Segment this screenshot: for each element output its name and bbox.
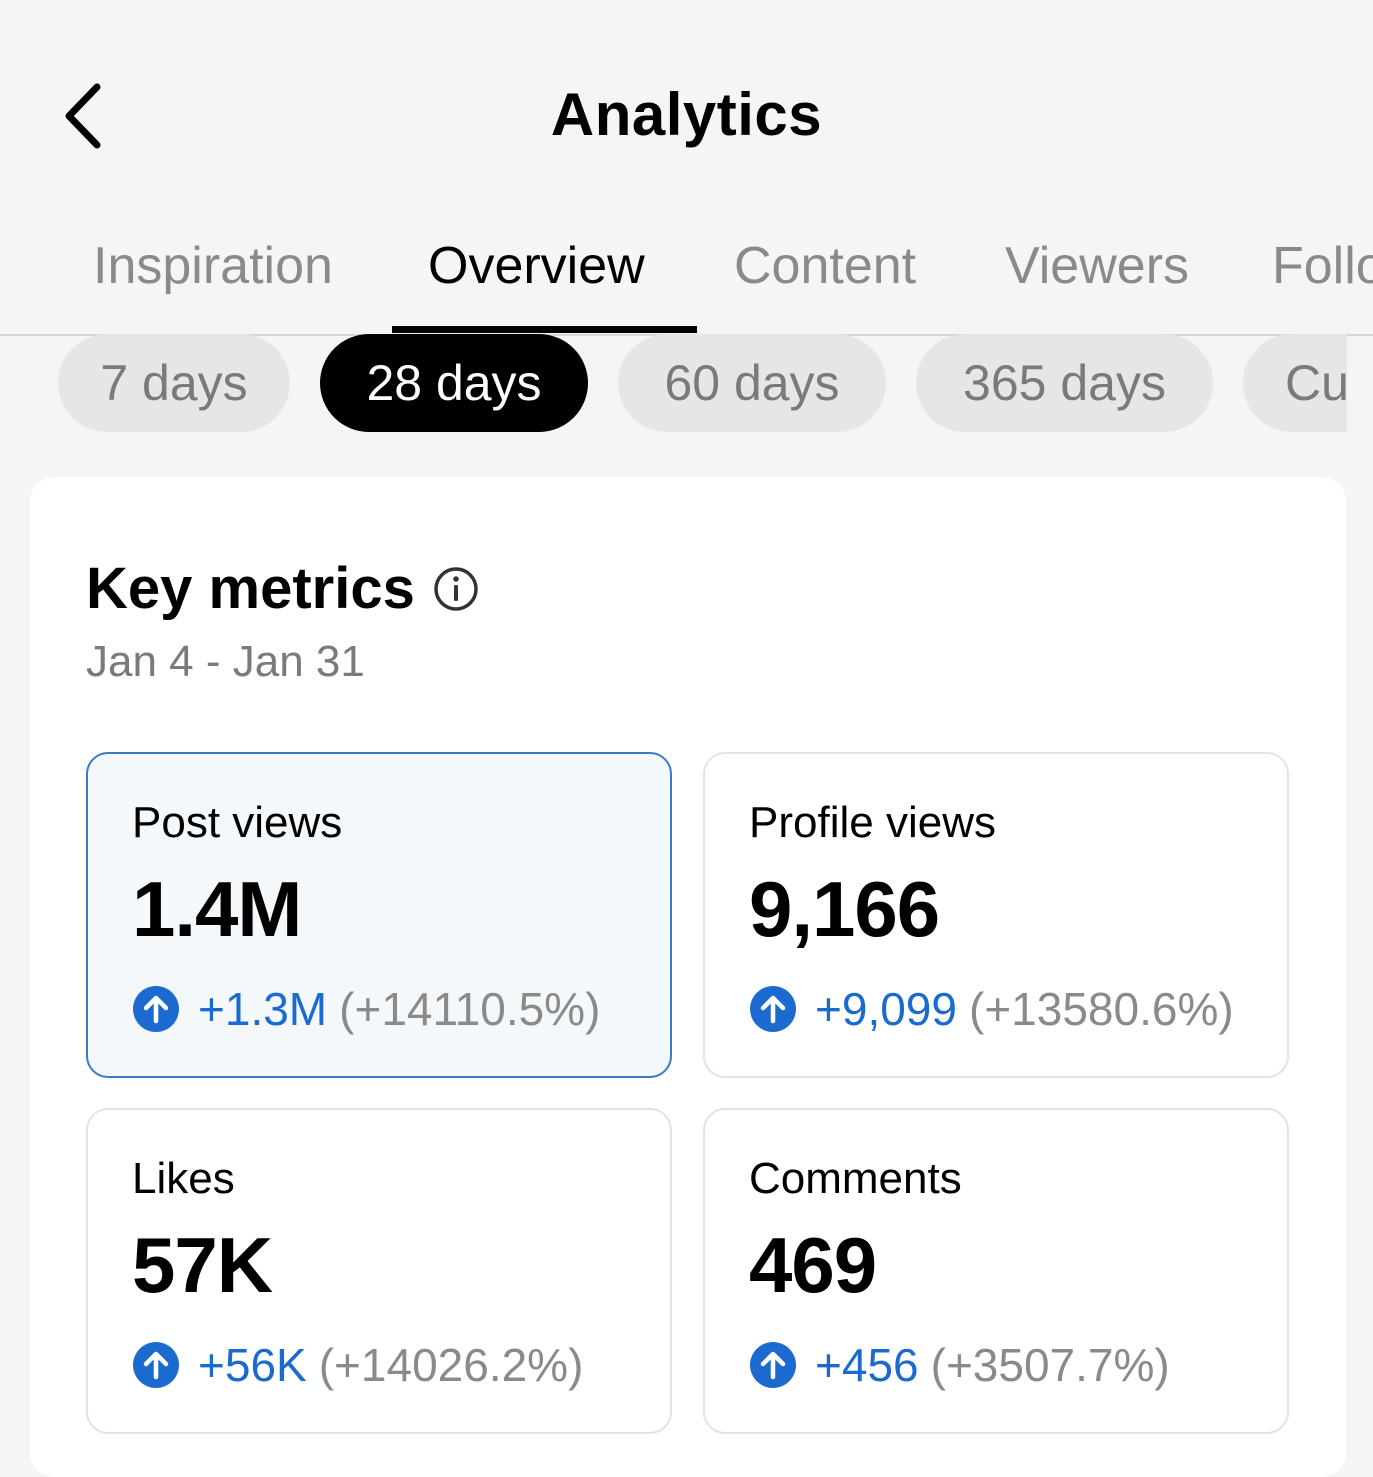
metric-value: 57K: [132, 1221, 273, 1309]
metric-label: Likes: [132, 1154, 235, 1203]
metric-percent: (+14110.5%): [339, 983, 601, 1035]
tab-viewers[interactable]: Viewers: [1005, 237, 1190, 295]
range-chip-60-days[interactable]: 60 days: [618, 334, 886, 432]
metric-delta: +56K: [198, 1339, 307, 1391]
arrow-up-circle-icon: [132, 985, 180, 1033]
range-chip-custom[interactable]: Cu: [1243, 334, 1347, 432]
date-range-chips: 7 days 28 days 60 days 365 days Cu: [0, 326, 1347, 436]
metric-card-likes[interactable]: Likes 57K +56K (+14026.2%): [86, 1108, 672, 1434]
metric-delta: +9,099: [815, 983, 957, 1035]
key-metrics-title: Key metrics: [86, 556, 415, 621]
metric-change: +1.3M (+14110.5%): [132, 982, 600, 1036]
metric-value: 469: [749, 1221, 877, 1309]
tab-inspiration[interactable]: Inspiration: [93, 237, 333, 295]
range-chip-28-days[interactable]: 28 days: [320, 334, 588, 432]
metric-change: +456 (+3507.7%): [749, 1338, 1170, 1392]
arrow-up-circle-icon: [749, 1341, 797, 1389]
tab-content[interactable]: Content: [734, 237, 917, 295]
metric-label: Comments: [749, 1154, 962, 1203]
arrow-up-circle-icon: [132, 1341, 180, 1389]
metric-delta: +1.3M: [198, 983, 328, 1035]
range-chip-7-days[interactable]: 7 days: [58, 334, 290, 432]
metric-change: +9,099 (+13580.6%): [749, 982, 1234, 1036]
metric-percent: (+3507.7%): [930, 1339, 1170, 1391]
date-range-label: Jan 4 - Jan 31: [86, 637, 365, 686]
metric-percent: (+14026.2%): [318, 1339, 584, 1391]
metric-card-profile-views[interactable]: Profile views 9,166 +9,099 (+13580.6%): [703, 752, 1289, 1078]
metric-card-comments[interactable]: Comments 469 +456 (+3507.7%): [703, 1108, 1289, 1434]
tab-bar: Inspiration Overview Content Viewers Fol…: [0, 210, 1373, 336]
page-title: Analytics: [550, 81, 823, 148]
key-metrics-heading: Key metrics: [86, 555, 479, 622]
range-chip-365-days[interactable]: 365 days: [916, 334, 1213, 432]
back-button[interactable]: [48, 76, 118, 156]
metric-value: 1.4M: [132, 865, 302, 953]
info-icon[interactable]: [433, 566, 479, 612]
tab-overview[interactable]: Overview: [428, 237, 645, 295]
key-metrics-card: Key metrics Jan 4 - Jan 31 Post views 1.…: [30, 477, 1346, 1477]
metric-delta: +456: [815, 1339, 919, 1391]
metric-percent: (+13580.6%): [968, 983, 1234, 1035]
chevron-left-icon: [65, 83, 101, 149]
metric-label: Profile views: [749, 798, 996, 847]
metric-change: +56K (+14026.2%): [132, 1338, 583, 1392]
header: Analytics: [0, 0, 1373, 210]
metric-card-post-views[interactable]: Post views 1.4M +1.3M (+14110.5%): [86, 752, 672, 1078]
metric-value: 9,166: [749, 865, 940, 953]
arrow-up-circle-icon: [749, 985, 797, 1033]
active-tab-indicator: [392, 326, 697, 333]
tab-followers[interactable]: Follo: [1272, 237, 1373, 295]
metric-label: Post views: [132, 798, 343, 847]
